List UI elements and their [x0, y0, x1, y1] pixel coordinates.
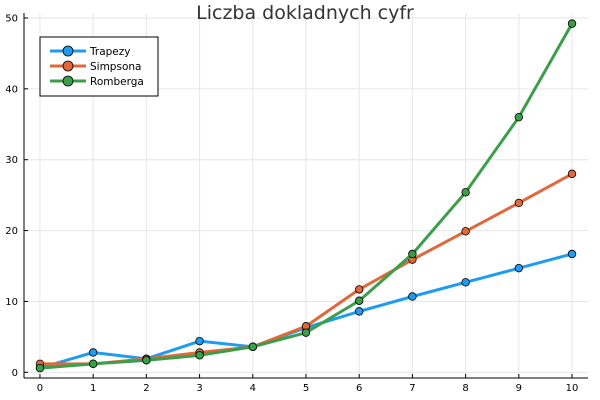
- data-point-trapezy-7: [408, 292, 417, 301]
- legend: Trapezy Simpsona Romberga: [39, 36, 159, 97]
- x-tick-label-7: 7: [409, 383, 415, 394]
- chart-title: Liczba dokladnych cyfr: [196, 2, 414, 24]
- data-point-romberga-5: [301, 328, 311, 337]
- x-tick-label-1: 1: [90, 383, 96, 394]
- data-point-romberga-1: [88, 359, 98, 369]
- x-tick-label-3: 3: [196, 383, 202, 394]
- data-point-simpsona-10: [567, 169, 577, 179]
- x-tick-label-2: 2: [143, 383, 149, 394]
- legend-label-romberga: Romberga: [90, 76, 144, 88]
- data-point-romberga-4: [248, 342, 257, 352]
- x-tick-label-6: 6: [356, 383, 362, 394]
- x-tick-label-5: 5: [303, 383, 309, 394]
- data-point-romberga-2: [142, 356, 151, 365]
- series-romberga: [35, 19, 577, 373]
- data-point-trapezy-10: [567, 249, 577, 259]
- axes: 0 1 2 3 4 5 6 7 8 9 10 0 10 20 30 40 50: [5, 13, 588, 394]
- y-tick-label-40: 40: [5, 84, 18, 95]
- data-point-trapezy-6: [355, 307, 364, 316]
- y-tick-label-10: 10: [5, 297, 18, 308]
- data-point-trapezy-1: [88, 348, 98, 357]
- legend-marker-simpsona: [62, 60, 74, 72]
- data-point-romberga-9: [514, 112, 524, 122]
- data-point-romberga-8: [461, 188, 470, 197]
- data-point-romberga-10: [567, 19, 577, 28]
- legend-label-simpsona: Simpsona: [90, 61, 141, 73]
- data-point-romberga-7: [408, 249, 417, 259]
- x-tick-label-10: 10: [566, 383, 579, 394]
- data-point-trapezy-9: [514, 263, 524, 273]
- y-tick-label-20: 20: [5, 226, 18, 237]
- legend-marker-romberga: [62, 75, 74, 87]
- data-point-trapezy-8: [461, 278, 470, 287]
- y-tick-label-0: 0: [12, 368, 18, 379]
- x-tick-label-0: 0: [37, 383, 43, 394]
- y-tick-label-50: 50: [5, 13, 18, 24]
- series-layer: [35, 19, 577, 373]
- data-point-romberga-3: [195, 351, 204, 360]
- data-point-romberga-0: [35, 363, 45, 373]
- legend-item-romberga: Romberga: [50, 75, 144, 88]
- data-point-simpsona-9: [514, 198, 524, 208]
- x-tick-label-8: 8: [462, 383, 468, 394]
- legend-label-trapezy: Trapezy: [89, 46, 130, 58]
- data-point-romberga-6: [355, 296, 364, 305]
- legend-item-simpsona: Simpsona: [50, 60, 141, 73]
- y-tick-label-30: 30: [5, 155, 18, 166]
- x-tick-label-9: 9: [516, 383, 522, 394]
- x-tick-label-4: 4: [250, 383, 256, 394]
- legend-item-trapezy: Trapezy: [50, 45, 130, 58]
- legend-marker-trapezy: [62, 45, 74, 57]
- data-point-trapezy-3: [195, 336, 204, 346]
- data-point-simpsona-6: [355, 285, 364, 294]
- data-point-simpsona-8: [461, 227, 470, 236]
